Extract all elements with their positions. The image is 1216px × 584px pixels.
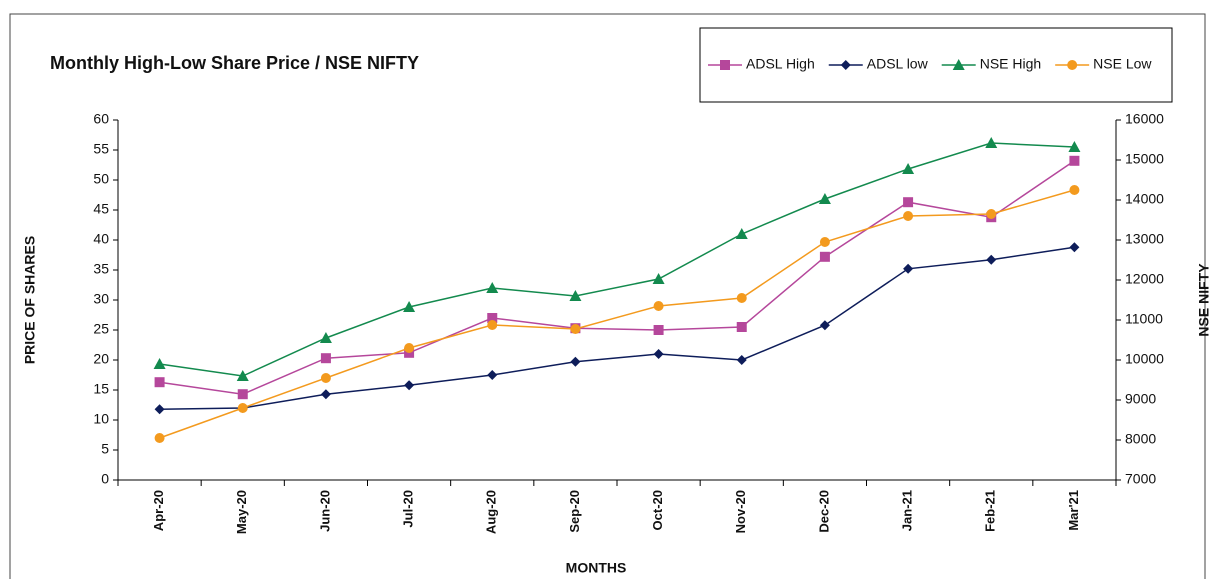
y-tick-label: 35 [93, 261, 109, 277]
data-point [986, 254, 997, 265]
y-tick-label: 55 [93, 141, 109, 157]
data-point [154, 404, 165, 415]
x-tick-label: May-20 [234, 490, 249, 534]
chart-frame [9, 13, 1206, 584]
x-tick-label: Apr-20 [151, 490, 166, 531]
legend-marker [952, 59, 965, 70]
data-point [570, 324, 581, 334]
data-point [902, 163, 915, 174]
legend-box [699, 27, 1173, 103]
data-point [487, 370, 498, 380]
y2-axis-label: NSE NIFTY [1196, 263, 1212, 337]
data-point [819, 251, 830, 262]
y-tick-label: 40 [93, 231, 109, 247]
data-point [819, 237, 830, 247]
data-point [570, 356, 581, 367]
y2-tick-label: 16000 [1125, 111, 1164, 127]
data-point [486, 282, 499, 293]
y2-tick-label: 11000 [1125, 311, 1163, 327]
data-point [404, 380, 415, 391]
series-line [159, 142, 1075, 377]
data-point [237, 403, 248, 413]
series-line [159, 246, 1075, 410]
legend-label: NSE Low [1093, 56, 1152, 72]
data-point [653, 349, 664, 359]
y2-tick-label: 8000 [1125, 431, 1156, 447]
x-tick-label: Nov-20 [733, 490, 748, 533]
data-point [154, 377, 165, 388]
data-point [985, 137, 998, 148]
data-point [818, 193, 831, 204]
data-point [320, 389, 331, 400]
data-point [735, 228, 748, 239]
series-line [159, 160, 1075, 395]
y2-tick-label: 9000 [1125, 391, 1156, 407]
data-point [569, 290, 582, 301]
y-tick-label: 25 [93, 321, 109, 337]
data-point [236, 370, 249, 381]
data-point [487, 320, 498, 330]
data-point [153, 358, 166, 369]
y-tick-label: 45 [93, 201, 109, 217]
data-point [903, 197, 914, 208]
data-point [237, 389, 248, 400]
x-tick-label: Jan-21 [900, 490, 915, 531]
y2-tick-label: 14000 [1125, 191, 1164, 207]
x-tick-label: Sep-20 [567, 490, 582, 533]
chart-title: Monthly High-Low Share Price / NSE NIFTY [50, 53, 419, 73]
y2-tick-label: 7000 [1125, 471, 1156, 487]
x-tick-label: Mar'21 [1066, 490, 1081, 531]
data-point [736, 355, 747, 365]
y-tick-label: 60 [93, 111, 109, 127]
legend-label: ADSL High [746, 56, 815, 72]
data-point [319, 332, 332, 343]
y-tick-label: 30 [93, 291, 109, 307]
x-tick-label: Dec-20 [816, 490, 831, 533]
series-line [159, 189, 1075, 439]
data-point [903, 263, 914, 274]
x-tick-label: Feb-21 [983, 490, 998, 532]
data-point [819, 320, 830, 331]
data-point [154, 433, 165, 443]
data-point [1069, 185, 1080, 195]
y-tick-label: 15 [93, 381, 109, 397]
data-point [320, 373, 331, 383]
data-point [736, 293, 747, 303]
y-tick-label: 10 [93, 411, 109, 427]
data-point [403, 301, 416, 312]
x-axis-label: MONTHS [566, 560, 627, 576]
legend-marker [1067, 60, 1078, 70]
y2-tick-label: 12000 [1125, 271, 1164, 287]
data-point [487, 313, 498, 323]
data-point [736, 322, 747, 332]
x-tick-label: Aug-20 [484, 490, 499, 534]
data-point [1069, 242, 1080, 253]
data-point [320, 353, 331, 364]
legend-label: NSE High [980, 56, 1041, 72]
y2-tick-label: 15000 [1125, 151, 1164, 167]
y-axis-label: PRICE OF SHARES [22, 236, 38, 364]
legend-marker [840, 60, 851, 70]
data-point [404, 343, 415, 353]
y-tick-label: 0 [101, 471, 109, 487]
data-point [653, 325, 664, 335]
x-tick-label: Jun-20 [317, 490, 332, 532]
legend-marker [720, 60, 730, 70]
data-point [986, 209, 997, 219]
y-tick-label: 50 [93, 171, 109, 187]
data-point [1068, 141, 1081, 152]
data-point [652, 273, 665, 284]
x-tick-label: Jul-20 [401, 490, 416, 528]
data-point [903, 211, 914, 221]
data-point [1069, 155, 1080, 166]
y2-tick-label: 13000 [1125, 231, 1164, 247]
data-point [653, 301, 664, 311]
y-tick-label: 5 [101, 441, 109, 457]
x-tick-label: Oct-20 [650, 490, 665, 530]
y-tick-label: 20 [93, 351, 109, 367]
legend-label: ADSL low [867, 56, 929, 72]
y2-tick-label: 10000 [1125, 351, 1164, 367]
